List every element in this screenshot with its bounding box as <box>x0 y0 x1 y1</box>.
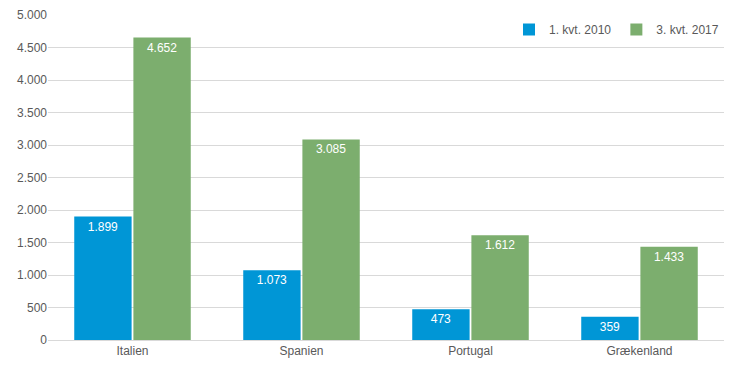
svg-text:1.899: 1.899 <box>88 220 118 234</box>
svg-text:5.000: 5.000 <box>17 8 47 22</box>
svg-text:3.500: 3.500 <box>17 106 47 120</box>
svg-text:1.500: 1.500 <box>17 236 47 250</box>
svg-text:1.612: 1.612 <box>485 238 515 252</box>
svg-text:3.085: 3.085 <box>316 142 346 156</box>
svg-text:Spanien: Spanien <box>279 344 323 358</box>
svg-text:3.000: 3.000 <box>17 138 47 152</box>
svg-text:1.073: 1.073 <box>257 273 287 287</box>
svg-text:Grækenland: Grækenland <box>606 344 672 358</box>
svg-text:3. kvt. 2017: 3. kvt. 2017 <box>656 23 718 37</box>
svg-text:Portugal: Portugal <box>448 344 493 358</box>
svg-text:4.500: 4.500 <box>17 41 47 55</box>
svg-text:4.652: 4.652 <box>147 41 177 55</box>
svg-text:1.433: 1.433 <box>654 250 684 264</box>
svg-text:473: 473 <box>431 312 451 326</box>
svg-text:2.000: 2.000 <box>17 203 47 217</box>
svg-text:1.000: 1.000 <box>17 268 47 282</box>
svg-text:2.500: 2.500 <box>17 171 47 185</box>
svg-text:Italien: Italien <box>116 344 148 358</box>
svg-text:0: 0 <box>40 333 47 347</box>
svg-text:359: 359 <box>600 320 620 334</box>
svg-text:500: 500 <box>27 301 47 315</box>
svg-text:1. kvt. 2010: 1. kvt. 2010 <box>549 23 611 37</box>
svg-text:4.000: 4.000 <box>17 73 47 87</box>
